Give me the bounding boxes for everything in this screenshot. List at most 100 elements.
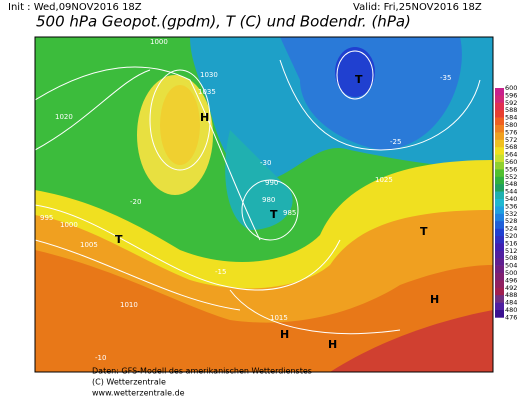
colorbar-label: 600 [505,84,517,92]
colorbar-label: 536 [505,202,517,210]
colorbar-cell [495,265,504,274]
colorbar-cell [495,184,504,192]
colorbar-label: 500 [505,269,517,277]
colorbar-cell [495,310,504,318]
colorbar: 6005965925885845805765725685645605565525… [495,84,517,321]
isobar-label: 1035 [198,88,216,96]
colorbar-cell [495,176,504,185]
colorbar-cell [495,110,504,118]
high: H [430,293,439,306]
footer-source: Daten: GFS-Modell des amerikanischen Wet… [92,367,312,376]
colorbar-label: 580 [505,121,517,129]
colorbar-cell [495,273,504,281]
high: H [280,328,289,341]
colorbar-label: 584 [505,114,517,122]
footer-copyright: (C) Wetterzentrale [92,378,166,387]
colorbar-label: 488 [505,291,517,299]
colorbar-cell [495,147,504,155]
colorbar-label: 504 [505,262,517,270]
high: H [328,338,337,351]
colorbar-cell [495,199,504,207]
colorbar-label: 568 [505,143,517,151]
colorbar-cell [495,250,504,259]
colorbar-cell [495,117,504,126]
isobar-label: 985 [283,209,296,217]
colorbar-label: 572 [505,136,517,144]
colorbar-label: 508 [505,254,517,262]
temp-label: -25 [390,138,401,146]
colorbar-label: 540 [505,195,517,203]
colorbar-label: 564 [505,151,517,159]
isobar-label: 1000 [60,221,78,229]
temp-label: -10 [95,354,106,362]
colorbar-label: 544 [505,188,517,196]
colorbar-label: 516 [505,239,517,247]
colorbar-cell [495,295,504,303]
isobar-label: 980 [262,196,275,204]
isobar-label: 1030 [200,71,218,79]
colorbar-label: 532 [505,210,517,218]
map-frame [34,36,494,373]
isobar-label: 1015 [270,314,288,322]
isobar-label: 995 [40,214,53,222]
colorbar-cell [495,132,504,141]
colorbar-cell [495,125,504,133]
colorbar-label: 548 [505,180,517,188]
temp-label: -20 [130,198,141,206]
isobar-label: 1010 [120,301,138,309]
map-title: 500 hPa Geopot.(gpdm), T (C) und Bodendr… [36,13,411,31]
colorbar-cell [495,95,504,104]
colorbar-cell [495,88,504,96]
isobar-label: 1000 [150,38,168,46]
footer-url: www.wetterzentrale.de [92,389,185,398]
low: T [420,225,428,238]
colorbar-label: 528 [505,217,517,225]
colorbar-label: 596 [505,91,517,99]
colorbar-cell [495,169,504,178]
colorbar-label: 556 [505,165,517,173]
colorbar-label: 476 [505,313,517,321]
colorbar-cell [495,221,504,229]
colorbar-label: 576 [505,128,517,136]
colorbar-cell [495,258,504,266]
low: T [355,73,363,86]
colorbar-label: 560 [505,158,517,166]
colorbar-label: 588 [505,106,517,114]
low: T [270,208,278,221]
low: T [115,233,123,246]
colorbar-label: 520 [505,232,517,240]
colorbar-cell [495,236,504,244]
valid-time: Valid: Fri,25NOV2016 18Z [353,2,482,13]
isobar-label: 990 [265,179,278,187]
isobar-label: 1020 [55,113,73,121]
temp-label: -30 [260,159,271,167]
colorbar-label: 484 [505,299,517,307]
isobar-label: 1005 [80,241,98,249]
colorbar-cell [495,102,504,111]
isobar-label: 1025 [375,176,393,184]
colorbar-cell [495,154,504,163]
map [35,37,493,372]
colorbar-cell [495,228,504,237]
colorbar-label: 524 [505,225,517,233]
colorbar-cell [495,243,504,252]
colorbar-cell [495,139,504,148]
temp-label: -15 [215,268,226,276]
colorbar-cell [495,162,504,170]
colorbar-cell [495,280,504,289]
colorbar-label: 592 [505,99,517,107]
colorbar-cell [495,213,504,222]
colorbar-label: 496 [505,276,517,284]
colorbar-label: 512 [505,247,517,255]
colorbar-cell [495,302,504,311]
temp-label: -35 [440,74,451,82]
map-labels: H T T T T H H H 1000 1000 1005 1010 1015… [40,38,451,362]
colorbar-label: 492 [505,284,517,292]
init-time: Init : Wed,09NOV2016 18Z [8,2,142,13]
colorbar-cell [495,287,504,296]
colorbar-label: 552 [505,173,517,181]
colorbar-cell [495,191,504,200]
high: H [200,111,209,124]
colorbar-label: 480 [505,306,517,314]
